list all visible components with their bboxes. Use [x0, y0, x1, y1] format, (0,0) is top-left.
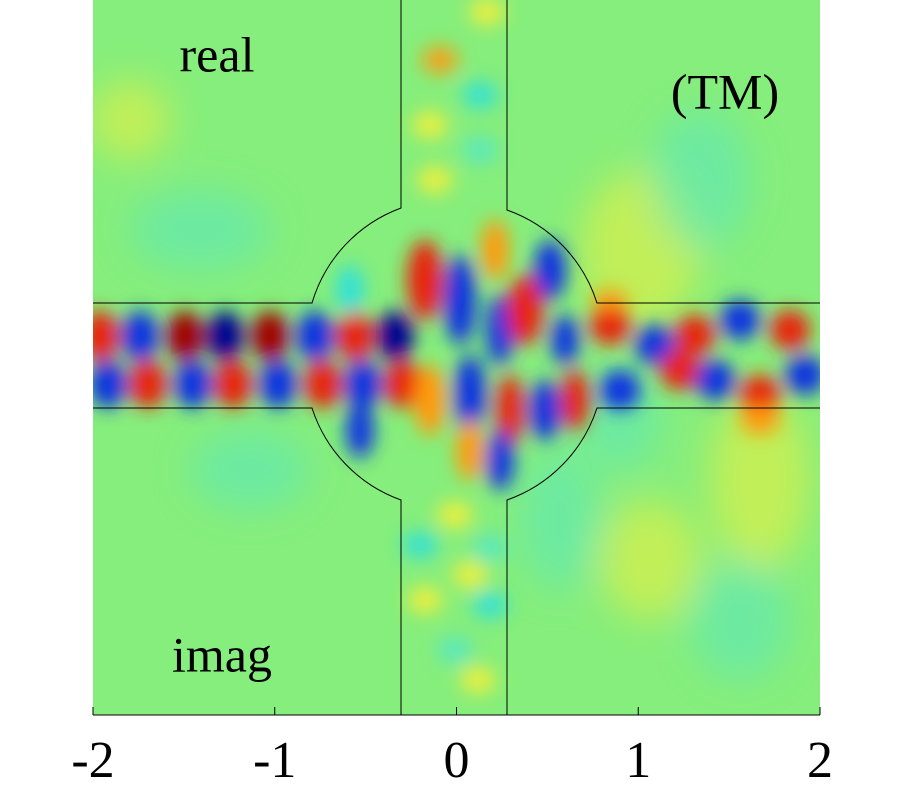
field-blob — [590, 305, 630, 345]
outline — [93, 0, 402, 304]
field-blob — [344, 360, 382, 408]
field-blob — [417, 166, 453, 194]
field-blob — [460, 666, 496, 694]
field-blob — [740, 406, 780, 434]
outline — [506, 0, 820, 304]
field-blob — [437, 501, 473, 529]
field-blob — [486, 295, 514, 365]
field-patch — [650, 110, 750, 250]
x-tick-label: 1 — [625, 732, 651, 789]
field-blob — [336, 311, 374, 361]
field-blob — [376, 311, 414, 361]
field-blob — [592, 290, 628, 310]
field-blob — [456, 420, 484, 480]
field-blob — [534, 240, 566, 300]
field-blob — [206, 311, 244, 361]
field-blob — [402, 531, 438, 559]
outline — [506, 407, 820, 715]
x-tick-label: 2 — [807, 732, 833, 789]
field-blob — [551, 315, 579, 365]
field-blob — [496, 375, 524, 445]
annotation: real — [180, 26, 255, 82]
field-blob — [452, 561, 488, 589]
field-blob — [695, 360, 735, 400]
x-tick-label: 0 — [444, 732, 470, 789]
field-blob — [407, 240, 443, 320]
field-blob — [770, 310, 810, 350]
field-patch — [130, 190, 270, 270]
field-blob — [675, 315, 715, 355]
field-blob — [166, 311, 204, 361]
field-blob — [462, 136, 498, 164]
field-blob — [529, 380, 561, 440]
field-blob — [600, 370, 640, 410]
field-patch — [93, 80, 170, 160]
field-patch — [710, 390, 810, 570]
field-blob — [414, 365, 446, 435]
field-blob — [462, 81, 498, 109]
field-blob — [437, 636, 473, 664]
field-blob — [93, 311, 119, 361]
field-patch — [690, 560, 790, 680]
field-blob — [507, 275, 543, 345]
field-blobs — [93, 0, 820, 694]
field-blob — [561, 370, 589, 430]
field-blob — [304, 360, 342, 408]
outline — [93, 407, 402, 715]
field-blob — [481, 220, 509, 280]
field-blob — [129, 360, 167, 408]
field-blob — [93, 360, 127, 408]
field-blob — [454, 355, 486, 435]
field-blob — [407, 586, 443, 614]
x-tick-label: -1 — [253, 732, 296, 789]
field-blob — [472, 534, 508, 562]
annotation: (TM) — [671, 63, 779, 119]
field-patch — [520, 450, 600, 590]
field-blob — [336, 265, 364, 315]
field-blob — [486, 430, 514, 490]
field-blob — [785, 355, 820, 395]
field-blob — [472, 591, 508, 619]
x-tick-label: -2 — [71, 732, 114, 789]
field-blob — [660, 350, 700, 390]
field-blob — [635, 325, 675, 365]
field-blob — [346, 402, 374, 458]
field-blob — [296, 311, 334, 361]
annotation: imag — [172, 626, 272, 682]
structure — [93, 0, 820, 715]
field-blob — [384, 360, 422, 408]
field-patch — [580, 370, 660, 470]
field-blob — [469, 0, 505, 26]
field-patch — [190, 430, 310, 510]
field-blob — [214, 360, 252, 408]
field-blob — [121, 311, 159, 361]
field-blob — [412, 111, 448, 139]
field-soft — [93, 80, 810, 680]
field-patch — [600, 500, 700, 620]
field-blob — [444, 255, 476, 345]
field-blob — [422, 46, 458, 74]
field — [93, 0, 820, 715]
field-blob — [251, 311, 289, 361]
field-blob — [740, 375, 780, 415]
field-blob — [259, 360, 297, 408]
field-blob — [174, 360, 212, 408]
field-blob — [720, 300, 760, 340]
